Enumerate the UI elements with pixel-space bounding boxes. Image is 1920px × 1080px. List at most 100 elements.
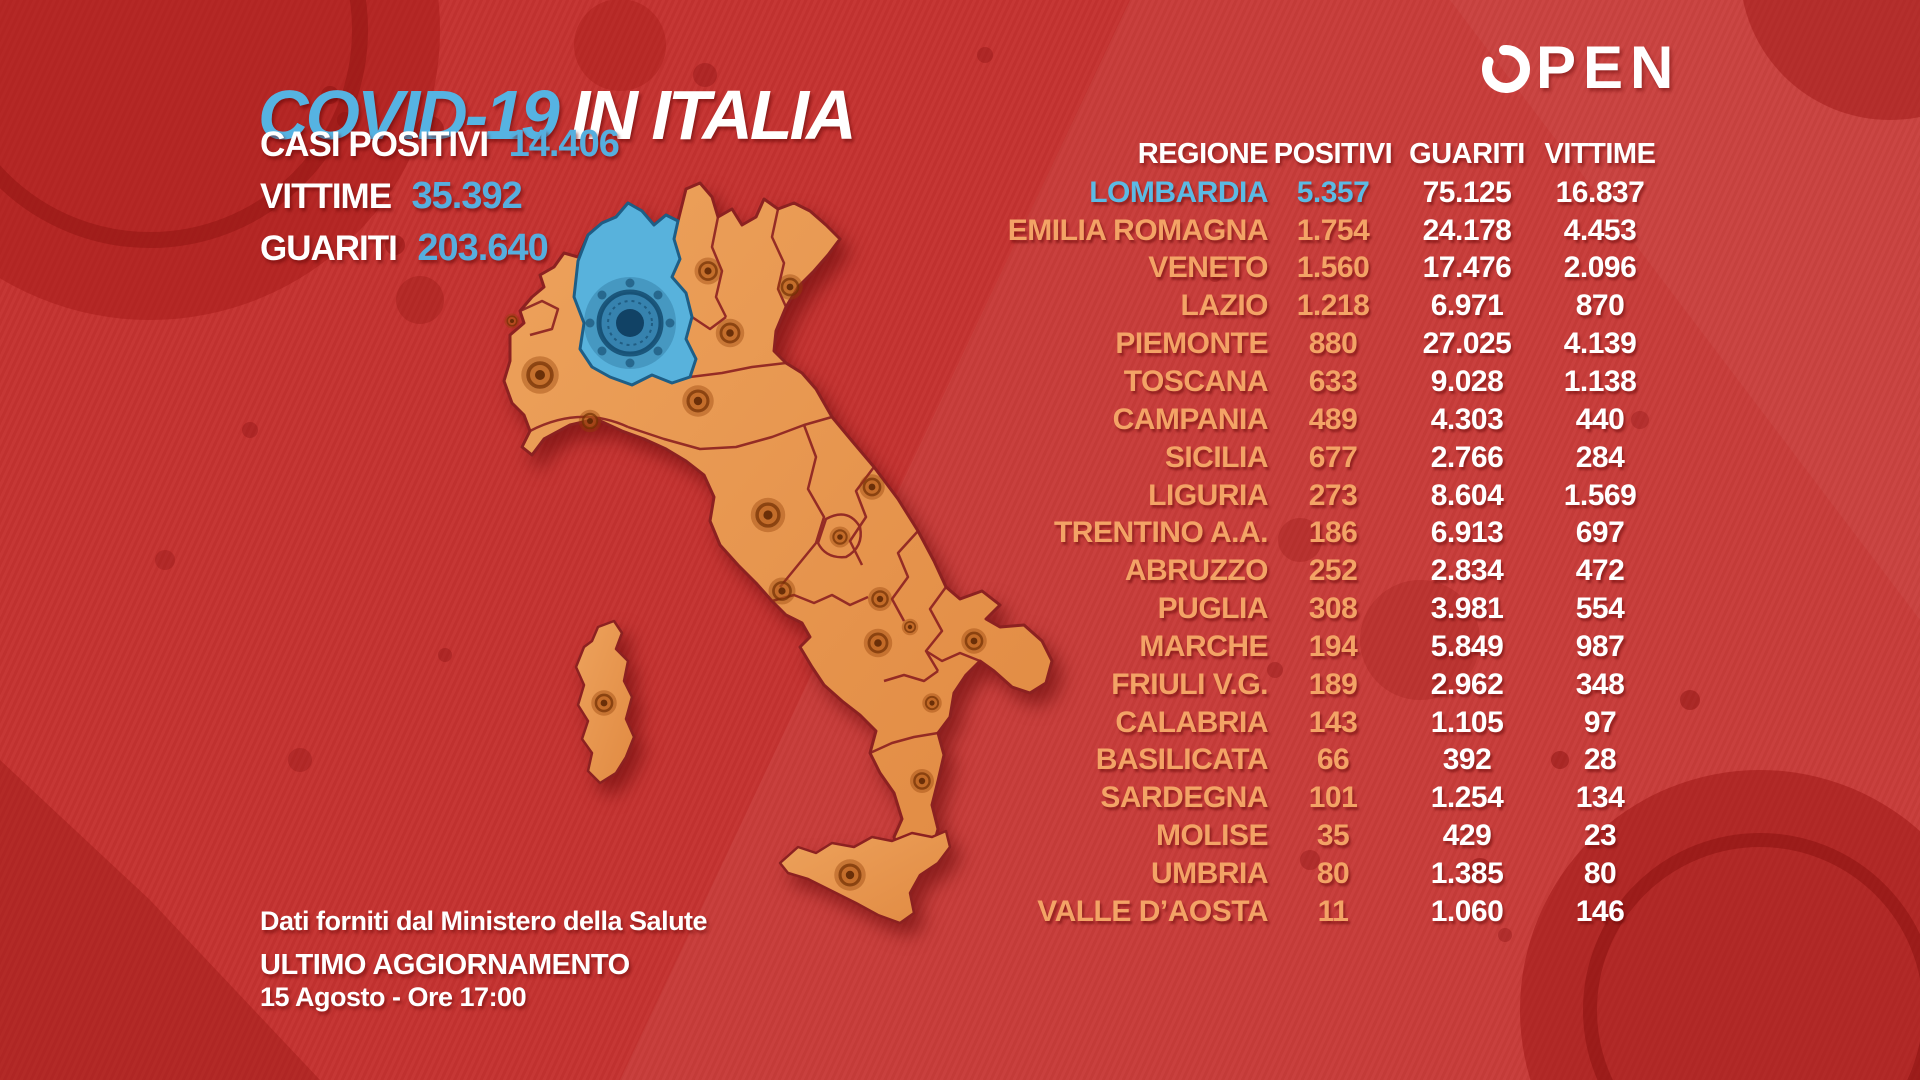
stat-casi-positivi: CASI POSITIVI 14.406 xyxy=(260,118,620,170)
stat-vittime: VITTIME 35.392 xyxy=(260,170,619,222)
table-row: ABRUZZO 252 2.834 472 xyxy=(950,552,1664,590)
stat-label: GUARITI xyxy=(260,229,398,268)
virus-icon xyxy=(693,256,723,286)
cell-region: LAZIO xyxy=(1180,289,1269,323)
cell-region: PIEMONTE xyxy=(1115,327,1268,361)
cell-guariti: 8.604 xyxy=(1430,478,1504,512)
cell-vittime: 23 xyxy=(1583,819,1617,853)
cell-guariti: 6.913 xyxy=(1430,516,1504,550)
cell-vittime: 16.837 xyxy=(1555,175,1645,209)
cell-vittime: 284 xyxy=(1575,440,1625,474)
virus-icon xyxy=(680,383,716,419)
summary-stats: CASI POSITIVI 14.406 VITTIME 35.392 GUAR… xyxy=(260,118,620,274)
cell-guariti: 5.849 xyxy=(1430,629,1504,663)
cell-positivi: 66 xyxy=(1316,743,1350,777)
cell-vittime: 1.569 xyxy=(1563,478,1637,512)
page-title: COVID-19 IN ITALIA xyxy=(258,75,857,155)
cell-guariti: 2.766 xyxy=(1430,440,1504,474)
cell-region: CAMPANIA xyxy=(1112,402,1269,436)
cell-vittime: 2.096 xyxy=(1563,251,1637,285)
table-header-row: REGIONE POSITIVI GUARITI VITTIME xyxy=(950,136,1664,174)
cell-region: LIGURIA xyxy=(1148,478,1268,512)
virus-icon xyxy=(775,272,805,302)
cell-vittime: 146 xyxy=(1575,894,1625,928)
table-body: LOMBARDIA 5.357 75.125 16.837 EMILIA ROMAGNA… xyxy=(950,174,1664,931)
cell-guariti: 429 xyxy=(1442,819,1492,853)
data-source-note: Dati forniti dal Ministero della Salute xyxy=(260,906,708,936)
cell-positivi: 5.357 xyxy=(1296,175,1370,209)
cell-positivi: 273 xyxy=(1308,478,1358,512)
open-logo: PEN xyxy=(1480,38,1680,98)
cell-positivi: 35 xyxy=(1316,819,1350,853)
cell-positivi: 80 xyxy=(1316,856,1350,890)
table-row: MARCHE 194 5.849 987 xyxy=(950,628,1664,666)
table-row: CAMPANIA 489 4.303 440 xyxy=(950,401,1664,439)
cell-positivi: 189 xyxy=(1308,667,1358,701)
virus-icon xyxy=(577,408,603,434)
cell-guariti: 24.178 xyxy=(1422,213,1512,247)
lombardia-virus-icon xyxy=(584,277,676,369)
cell-vittime: 348 xyxy=(1575,667,1625,701)
cell-region: CALABRIA xyxy=(1115,705,1268,739)
cell-positivi: 489 xyxy=(1308,402,1358,436)
cell-region: MOLISE xyxy=(1155,819,1269,853)
table-row: LOMBARDIA 5.357 75.125 16.837 xyxy=(950,174,1664,212)
footer: Dati forniti dal Ministero della Salute … xyxy=(260,906,708,1012)
cell-vittime: 4.139 xyxy=(1563,327,1637,361)
virus-icon xyxy=(589,688,619,718)
cell-guariti: 1.060 xyxy=(1430,894,1504,928)
table-row: MOLISE 35 429 23 xyxy=(950,817,1664,855)
cell-positivi: 252 xyxy=(1308,554,1358,588)
cell-vittime: 97 xyxy=(1583,705,1617,739)
cell-region: SICILIA xyxy=(1164,440,1269,474)
cell-vittime: 554 xyxy=(1575,592,1625,626)
cell-guariti: 1.254 xyxy=(1430,781,1504,815)
virus-icon xyxy=(900,617,920,637)
cell-positivi: 1.218 xyxy=(1296,289,1370,323)
cell-vittime: 134 xyxy=(1575,781,1625,815)
cell-vittime: 987 xyxy=(1575,629,1625,663)
virus-icon xyxy=(862,627,894,659)
cell-guariti: 3.981 xyxy=(1430,592,1504,626)
stat-guariti: GUARITI 203.640 xyxy=(260,222,619,274)
cell-positivi: 11 xyxy=(1317,894,1349,928)
cell-guariti: 1.105 xyxy=(1430,705,1504,739)
cell-vittime: 28 xyxy=(1583,743,1617,777)
virus-icon xyxy=(767,576,797,606)
last-update-label: ULTIMO AGGIORNAMENTO xyxy=(260,949,630,981)
cell-guariti: 2.834 xyxy=(1430,554,1504,588)
cell-vittime: 4.453 xyxy=(1563,213,1637,247)
cell-region: FRIULI V.G. xyxy=(1111,667,1268,701)
table-row: SICILIA 677 2.766 284 xyxy=(950,439,1664,477)
cell-region: PUGLIA xyxy=(1157,592,1269,626)
table-row: LAZIO 1.218 6.971 870 xyxy=(950,287,1664,325)
virus-icon xyxy=(866,585,894,613)
cell-positivi: 194 xyxy=(1308,629,1358,663)
virus-icon xyxy=(828,525,852,549)
cell-guariti: 1.385 xyxy=(1430,856,1504,890)
stat-value: 35.392 xyxy=(411,175,523,217)
stat-label: VITTIME xyxy=(260,177,392,216)
cell-positivi: 633 xyxy=(1308,364,1358,398)
header-positivi: POSITIVI xyxy=(1273,138,1393,171)
cell-vittime: 697 xyxy=(1575,516,1625,550)
last-update-time: 15 Agosto - Ore 17:00 xyxy=(260,982,527,1012)
cell-guariti: 27.025 xyxy=(1422,327,1512,361)
table-row: VENETO 1.560 17.476 2.096 xyxy=(950,250,1664,288)
cell-vittime: 440 xyxy=(1575,402,1625,436)
open-logo-o-icon xyxy=(1482,45,1530,93)
cell-vittime: 80 xyxy=(1583,856,1617,890)
table-row: LIGURIA 273 8.604 1.569 xyxy=(950,477,1664,515)
cell-positivi: 143 xyxy=(1308,705,1358,739)
cell-guariti: 392 xyxy=(1442,743,1492,777)
cell-positivi: 101 xyxy=(1308,781,1358,815)
title-covid: COVID-19 xyxy=(258,75,560,154)
cell-region: UMBRIA xyxy=(1151,856,1269,890)
virus-icon xyxy=(749,496,787,534)
cell-guariti: 6.971 xyxy=(1430,289,1504,323)
cell-vittime: 472 xyxy=(1575,554,1625,588)
header-vittime: VITTIME xyxy=(1544,138,1656,171)
table-row: EMILIA ROMAGNA 1.754 24.178 4.453 xyxy=(950,212,1664,250)
cell-vittime: 870 xyxy=(1575,289,1625,323)
virus-icon xyxy=(832,857,868,893)
